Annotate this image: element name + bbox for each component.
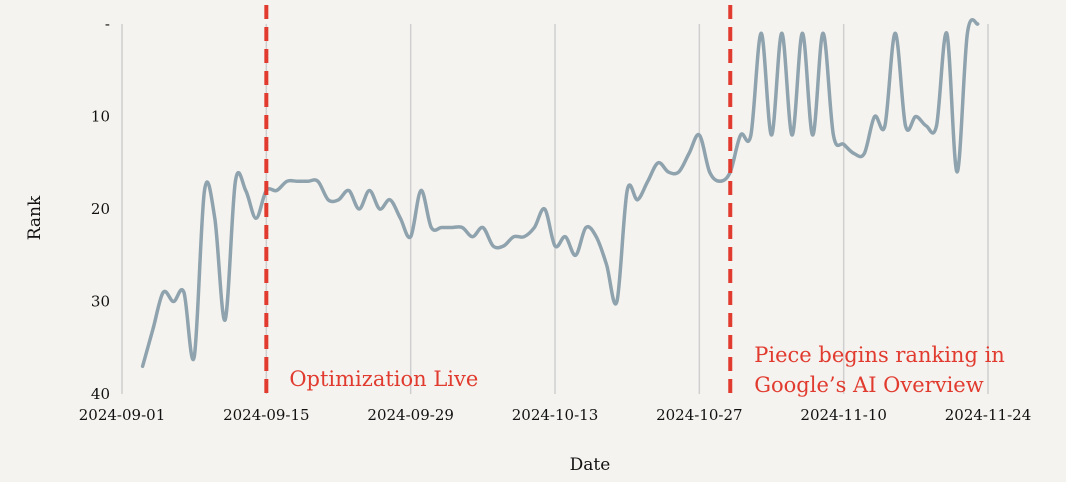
event-markers: Optimization Live Piece begins ranking in… — [264, 5, 1005, 400]
x-tick-labels: 2024-09-01 2024-09-15 2024-09-29 2024-10-13… — [79, 406, 1031, 424]
y-tick-label: 40 — [91, 385, 110, 403]
y-tick-label: 20 — [91, 200, 110, 218]
gridlines — [121, 24, 989, 394]
x-tick-label: 2024-10-27 — [656, 406, 742, 424]
rank-series-line — [140, 18, 980, 369]
y-tick-label: 30 — [91, 293, 110, 311]
x-axis-title: Date — [570, 455, 611, 475]
y-tick-label: - — [105, 15, 110, 33]
y-tick-label: 10 — [91, 108, 110, 126]
x-tick-label: 2024-09-15 — [223, 406, 309, 424]
x-tick-label: 2024-11-24 — [945, 406, 1031, 424]
annotation-label: Google’s AI Overview — [754, 373, 983, 397]
x-tick-label: 2024-10-13 — [512, 406, 598, 424]
annotation-label: Optimization Live — [289, 367, 478, 391]
series-lines — [140, 18, 980, 369]
x-tick-label: 2024-09-01 — [79, 406, 165, 424]
y-axis-title: Rank — [25, 195, 45, 240]
x-tick-label: 2024-09-29 — [367, 406, 453, 424]
y-tick-labels: - 10 20 30 40 — [91, 15, 110, 403]
x-tick-label: 2024-11-10 — [800, 406, 886, 424]
annotation-label: Piece begins ranking in — [754, 343, 1005, 367]
